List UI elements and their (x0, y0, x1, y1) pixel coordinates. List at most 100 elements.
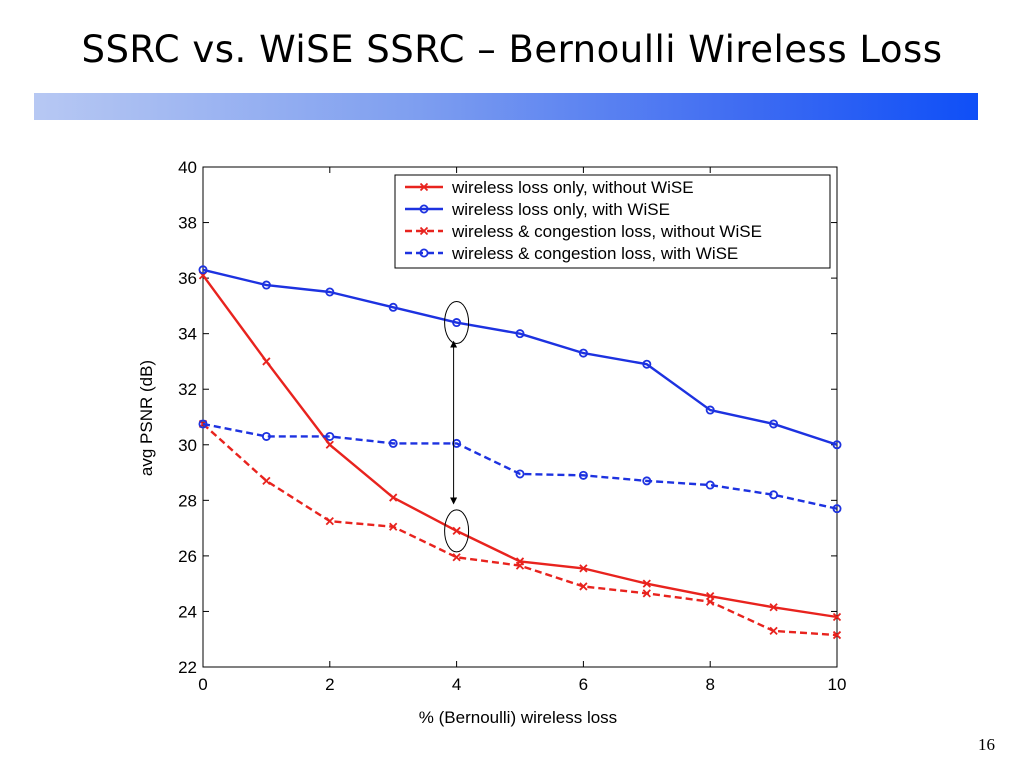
data-point (515, 469, 525, 479)
y-axis: 22 24 26 28 30 32 34 36 38 40 (178, 158, 837, 677)
legend-entry: wireless loss only, without WiSE (405, 178, 694, 197)
legend-entry: wireless & congestion loss, without WiSE (405, 222, 762, 241)
data-point-stroke (325, 517, 334, 526)
series-layer (198, 265, 842, 640)
data-point-stroke (325, 440, 334, 449)
data-point (198, 265, 208, 275)
data-point (579, 564, 588, 573)
x-tick-label: 0 (198, 675, 207, 694)
data-point (325, 431, 335, 441)
data-point (419, 204, 429, 214)
series-4 (198, 419, 842, 514)
data-point (419, 182, 429, 192)
data-point-stroke (769, 603, 778, 612)
y-tick-label: 38 (178, 214, 197, 233)
data-point (832, 440, 842, 450)
data-point-stroke (642, 579, 651, 588)
legend: wireless loss only, without WiSE wireless… (394, 174, 831, 269)
data-point (769, 419, 779, 429)
data-point (261, 431, 271, 441)
y-tick-label: 30 (178, 436, 197, 455)
y-tick-label: 40 (178, 158, 197, 177)
data-point-stroke (706, 597, 715, 606)
series-line (202, 268, 838, 446)
data-point (261, 280, 271, 290)
data-point-stroke (832, 612, 842, 622)
y-tick-label: 22 (178, 658, 197, 677)
data-point (262, 357, 271, 366)
data-point (515, 329, 525, 339)
data-point-stroke (832, 630, 842, 640)
data-point (325, 440, 334, 449)
y-tick-label: 36 (178, 269, 197, 288)
series-line (202, 422, 838, 510)
data-point (388, 438, 398, 448)
highlight-ellipse (444, 509, 470, 553)
data-point (419, 226, 429, 236)
data-point-stroke (419, 182, 429, 192)
legend-label: wireless & congestion loss, with WiSE (451, 244, 738, 263)
x-tick-label: 10 (828, 675, 847, 694)
data-point (705, 480, 715, 490)
y-axis-label: avg PSNR (dB) (137, 360, 156, 476)
data-point-stroke (452, 553, 461, 562)
data-point (452, 553, 461, 562)
data-point (419, 248, 429, 258)
data-point (642, 579, 651, 588)
y-tick-label: 28 (178, 491, 197, 510)
data-point-stroke (642, 589, 651, 598)
y-tick-label: 26 (178, 547, 197, 566)
data-point (389, 493, 398, 502)
data-point (832, 504, 842, 514)
x-tick-label: 2 (325, 675, 334, 694)
data-point-stroke (515, 561, 525, 570)
data-point (832, 630, 842, 640)
data-point (388, 302, 398, 312)
legend-label: wireless loss only, without WiSE (451, 178, 694, 197)
data-point (705, 405, 715, 415)
legend-label: wireless loss only, with WiSE (451, 200, 670, 219)
x-tick-label: 6 (579, 675, 588, 694)
data-point-stroke (262, 357, 271, 366)
data-point (325, 517, 334, 526)
data-point (578, 348, 588, 358)
data-point (769, 490, 779, 500)
data-point (769, 626, 778, 636)
data-point (325, 287, 335, 297)
data-point (706, 597, 715, 606)
annotation-layer (444, 301, 470, 553)
data-point (579, 582, 588, 591)
data-point-stroke (389, 493, 398, 502)
data-point (452, 318, 462, 328)
legend-entry: wireless & congestion loss, with WiSE (405, 244, 738, 263)
slide-title: SSRC vs. WiSE SSRC – Bernoulli Wireless … (81, 28, 943, 71)
title-gradient-bar (34, 93, 978, 120)
series-2 (198, 265, 842, 450)
data-point-stroke (452, 526, 461, 536)
data-point (642, 359, 652, 369)
legend-entry: wireless loss only, with WiSE (405, 200, 670, 219)
data-point (198, 419, 208, 429)
data-point-stroke (419, 226, 429, 236)
page-number: 16 (978, 735, 995, 754)
data-point (642, 589, 651, 598)
data-point (578, 470, 588, 480)
x-axis-label: % (Bernoulli) wireless loss (419, 708, 617, 727)
x-tick-label: 8 (705, 675, 714, 694)
data-point (452, 526, 461, 536)
data-point (262, 476, 271, 486)
data-point (832, 612, 842, 622)
y-tick-label: 34 (178, 325, 197, 344)
data-point-stroke (769, 626, 778, 636)
legend-box (394, 174, 831, 269)
legend-label: wireless & congestion loss, without WiSE (451, 222, 762, 241)
data-point-stroke (389, 522, 398, 531)
data-point-stroke (579, 564, 588, 573)
y-tick-label: 32 (178, 380, 197, 399)
data-point-stroke (579, 582, 588, 591)
data-point-stroke (262, 476, 271, 486)
x-tick-label: 4 (452, 675, 461, 694)
data-point (389, 522, 398, 531)
data-point (515, 561, 525, 570)
